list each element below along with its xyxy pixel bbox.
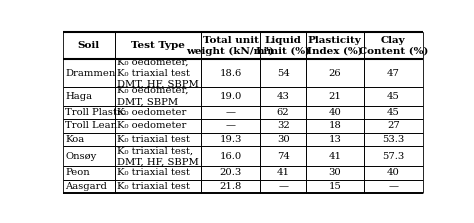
Text: K₀ triaxial test: K₀ triaxial test [117, 182, 190, 191]
Text: Onsøy: Onsøy [65, 152, 96, 161]
Text: Test Type: Test Type [131, 41, 185, 50]
Text: K₀ oedometer,
K₀ triaxial test
DMT, HF, SBPM: K₀ oedometer, K₀ triaxial test DMT, HF, … [117, 58, 199, 89]
Text: 21: 21 [328, 92, 341, 101]
Text: 19.3: 19.3 [219, 135, 242, 144]
Text: K₀ triaxial test: K₀ triaxial test [117, 135, 190, 144]
Text: —: — [278, 182, 288, 191]
Text: Haga: Haga [65, 92, 92, 101]
Text: 54: 54 [277, 68, 290, 78]
Text: Troll Plastic: Troll Plastic [65, 108, 126, 117]
Text: 47: 47 [387, 68, 400, 78]
Text: —: — [226, 108, 236, 117]
Text: Peon: Peon [65, 168, 90, 178]
Text: 15: 15 [328, 182, 341, 191]
Text: 41: 41 [328, 152, 341, 161]
Text: Koa: Koa [65, 135, 84, 144]
Text: K₀ oedometer,
DMT, SBPM: K₀ oedometer, DMT, SBPM [117, 86, 188, 106]
Text: Plasticity
Index (%): Plasticity Index (%) [307, 36, 363, 56]
Text: 30: 30 [328, 168, 341, 178]
Text: 13: 13 [328, 135, 341, 144]
Text: Drammen: Drammen [65, 68, 116, 78]
Text: Troll Lean: Troll Lean [65, 122, 117, 130]
Text: 19.0: 19.0 [219, 92, 242, 101]
Text: 30: 30 [277, 135, 290, 144]
Text: 18.6: 18.6 [219, 68, 242, 78]
Text: Liquid
Limit (%): Liquid Limit (%) [256, 36, 310, 56]
Text: 74: 74 [277, 152, 290, 161]
Text: 32: 32 [277, 122, 290, 130]
Text: 26: 26 [328, 68, 341, 78]
Text: 40: 40 [387, 168, 400, 178]
Text: 18: 18 [328, 122, 341, 130]
Text: Clay
Content (%): Clay Content (%) [358, 36, 428, 56]
Text: K₀ triaxial test: K₀ triaxial test [117, 168, 190, 178]
Text: —: — [388, 182, 398, 191]
Text: Aasgard: Aasgard [65, 182, 107, 191]
Text: K₀ oedometer: K₀ oedometer [117, 108, 186, 117]
Text: Soil: Soil [78, 41, 100, 50]
Text: 53.3: 53.3 [382, 135, 404, 144]
Text: 62: 62 [277, 108, 290, 117]
Text: 40: 40 [328, 108, 341, 117]
Text: 16.0: 16.0 [219, 152, 242, 161]
Text: K₀ triaxial test,
DMT, HF, SBPM: K₀ triaxial test, DMT, HF, SBPM [117, 146, 199, 166]
Text: 43: 43 [277, 92, 290, 101]
Text: —: — [226, 122, 236, 130]
Text: 20.3: 20.3 [219, 168, 242, 178]
Text: 57.3: 57.3 [382, 152, 404, 161]
Text: 21.8: 21.8 [219, 182, 242, 191]
Text: K₀ oedometer: K₀ oedometer [117, 122, 186, 130]
Text: 45: 45 [387, 108, 400, 117]
Text: 27: 27 [387, 122, 400, 130]
Text: 45: 45 [387, 92, 400, 101]
Text: Total unit
weight (kN/m³): Total unit weight (kN/m³) [187, 35, 274, 56]
Text: 41: 41 [277, 168, 290, 178]
